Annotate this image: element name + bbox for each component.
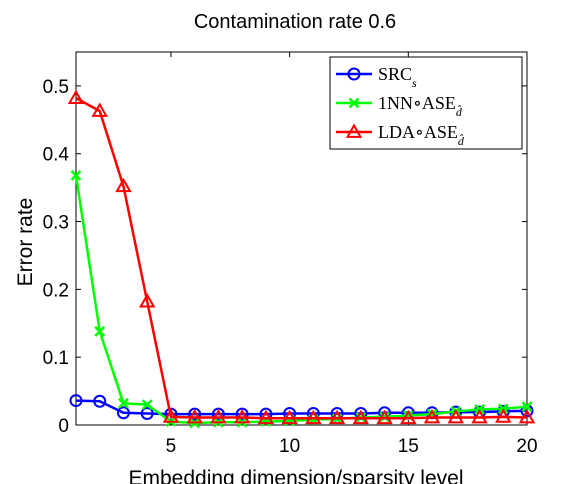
data-point-circle — [259, 407, 273, 421]
x-axis-label: Embedding dimension/sparsity level — [128, 467, 463, 484]
series-layer — [67, 89, 536, 429]
data-point-triangle — [138, 293, 156, 308]
data-point-circle — [93, 394, 107, 408]
data-point-triangle — [305, 409, 322, 425]
series-2 — [70, 170, 533, 429]
data-point-triangle — [186, 409, 203, 424]
data-point-x — [70, 170, 82, 181]
data-point-triangle — [67, 89, 85, 104]
data-point-circle — [140, 406, 154, 420]
x-tick-label: 5 — [166, 436, 177, 457]
data-point-triangle — [328, 409, 346, 425]
data-point-x — [141, 399, 153, 411]
data-point-triangle — [162, 408, 180, 423]
x-tick-label: 10 — [279, 436, 300, 457]
data-point-triangle — [115, 177, 132, 193]
x-tick-label: 15 — [398, 436, 419, 457]
y-tick-label: 0 — [58, 416, 69, 437]
data-point-triangle — [518, 409, 536, 424]
axis-ticks: 5 10 15 20 0 0.1 0.2 0.3 0.4 0.5 — [43, 52, 538, 457]
data-point-circle — [235, 407, 249, 421]
data-point-circle — [116, 406, 130, 420]
chart-title: Contamination rate 0.6 — [194, 11, 396, 33]
data-point-triangle — [345, 123, 363, 138]
data-point-triangle — [423, 409, 441, 424]
data-point-circle — [188, 407, 202, 421]
data-point-triangle — [210, 409, 227, 424]
y-tick-label: 0.3 — [43, 213, 69, 234]
data-point-triangle — [447, 409, 465, 424]
data-point-x — [118, 397, 129, 409]
data-point-triangle — [352, 409, 370, 425]
data-point-triangle — [257, 409, 275, 425]
data-point-x — [94, 326, 106, 337]
y-axis-label: Error rate — [14, 198, 37, 287]
data-point-triangle — [281, 409, 298, 425]
data-point-x — [379, 411, 390, 423]
y-tick-label: 0.2 — [43, 280, 69, 301]
data-point-triangle — [495, 408, 512, 423]
data-point-triangle — [400, 409, 417, 425]
data-point-x — [521, 401, 533, 413]
data-point-triangle — [91, 102, 108, 117]
data-point-triangle — [233, 409, 251, 424]
data-point-triangle — [376, 409, 393, 425]
y-tick-label: 0.1 — [43, 348, 69, 369]
y-tick-label: 0.5 — [43, 77, 69, 98]
data-point-circle — [69, 394, 83, 408]
data-point-triangle — [471, 409, 488, 424]
x-tick-label: 20 — [516, 436, 537, 457]
series-3 — [67, 89, 536, 425]
y-tick-label: 0.4 — [43, 145, 70, 166]
data-point-circle — [347, 67, 361, 81]
data-point-x — [348, 97, 360, 109]
data-point-circle — [211, 407, 225, 421]
